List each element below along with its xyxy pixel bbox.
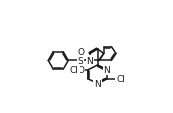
Text: Cl: Cl — [70, 66, 79, 74]
Text: Cl: Cl — [116, 75, 125, 84]
Text: O: O — [77, 47, 84, 56]
Text: N: N — [103, 66, 110, 74]
Text: S: S — [78, 56, 83, 65]
Text: N: N — [94, 79, 101, 88]
Text: O: O — [77, 66, 84, 74]
Text: N: N — [86, 56, 93, 65]
